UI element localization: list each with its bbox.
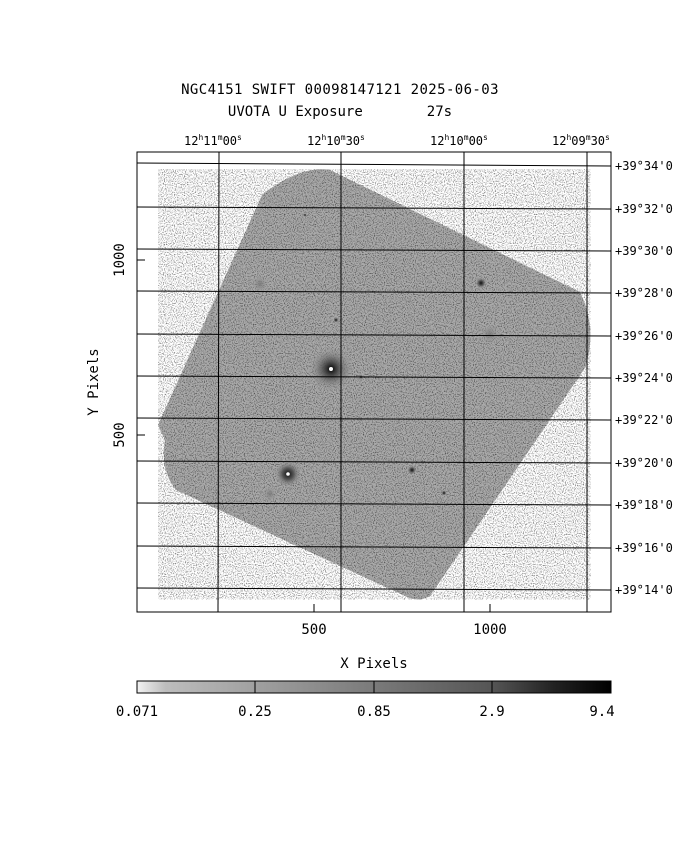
- plot-subtitle: UVOTA U Exposure 27s: [0, 104, 680, 120]
- x-axis-label: X Pixels: [340, 656, 407, 672]
- colorbar-tick-3: 2.9: [479, 704, 504, 720]
- dec-tick-0: +39°34'0: [615, 159, 673, 173]
- nucleus-core: [329, 367, 333, 371]
- exposure-label: UVOTA U Exposure: [227, 104, 363, 120]
- ra-tick-1: 12h10m30s: [307, 133, 365, 148]
- ra-tick-2: 12h10m00s: [430, 133, 488, 148]
- dec-tick-4: +39°26'0: [615, 329, 673, 343]
- dec-tick-1: +39°32'0: [615, 202, 673, 216]
- dec-tick-7: +39°20'0: [615, 456, 673, 470]
- dec-tick-10: +39°14'0: [615, 583, 673, 597]
- dec-tick-6: +39°22'0: [615, 413, 673, 427]
- ra-tick-3: 12h09m30s: [552, 133, 610, 148]
- exposure-time: 27s: [426, 104, 453, 120]
- bright-star-core: [286, 472, 290, 476]
- coordinate-grid: [137, 152, 611, 612]
- colorbar-tick-4: 9.4: [589, 704, 614, 720]
- colorbar-tick-1: 0.25: [238, 704, 272, 720]
- secondary-diffuse: [261, 485, 279, 503]
- x-tick-1000: 1000: [473, 622, 507, 638]
- y-tick-1000: 1000: [112, 243, 128, 277]
- colorbar-tick-2: 0.85: [357, 704, 391, 720]
- pixel-ticks: [137, 259, 491, 612]
- dec-tick-labels: +39°34'0 +39°32'0 +39°30'0 +39°28'0 +39°…: [615, 159, 673, 597]
- dec-tick-8: +39°18'0: [615, 498, 673, 512]
- x-tick-500: 500: [301, 622, 326, 638]
- plot-frame: [136, 151, 612, 613]
- image-field: [158, 169, 591, 600]
- y-tick-500: 500: [112, 422, 128, 447]
- small-star-2: [407, 465, 417, 475]
- ra-tick-0: 12h11m00s: [184, 133, 242, 148]
- small-star-3: [441, 490, 447, 496]
- plot-title: NGC4151 SWIFT 00098147121 2025-06-03: [181, 82, 499, 98]
- dec-tick-9: +39°16'0: [615, 541, 673, 555]
- small-star-1: [333, 317, 339, 323]
- dec-tick-2: +39°30'0: [615, 244, 673, 258]
- diffuse-right: [478, 322, 502, 346]
- colorbar-tick-0: 0.071: [116, 704, 158, 720]
- y-axis-label: Y Pixels: [86, 348, 102, 415]
- small-star-5: [303, 213, 307, 217]
- colorbar: 0.071 0.25 0.85 2.9 9.4: [116, 680, 615, 720]
- ra-tick-labels: 12h11m00s 12h10m30s 12h10m00s 12h09m30s: [184, 133, 610, 148]
- dec-tick-3: +39°28'0: [615, 286, 673, 300]
- diffuse-upper-left: [250, 274, 270, 294]
- dec-tick-5: +39°24'0: [615, 371, 673, 385]
- star-upper-right: [475, 277, 487, 289]
